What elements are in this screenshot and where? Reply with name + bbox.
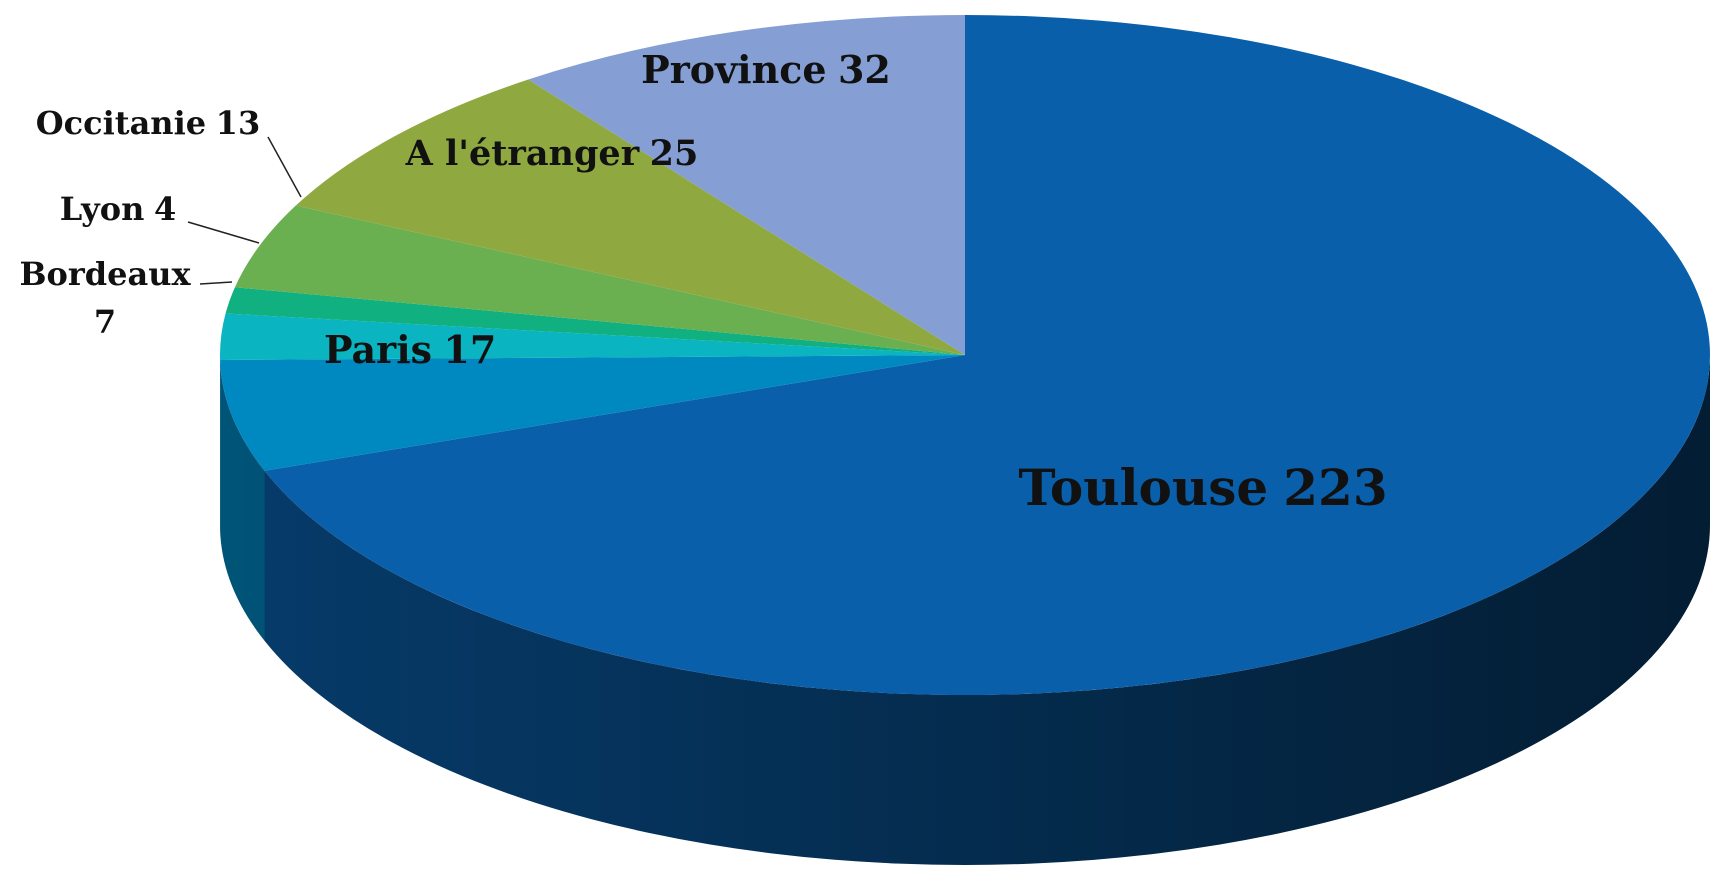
label-category: Toulouse xyxy=(1018,458,1268,517)
label-value: 223 xyxy=(1283,458,1387,517)
data-label: Province 32 xyxy=(641,47,891,92)
pie-slice xyxy=(234,205,966,355)
label-category: Lyon xyxy=(60,190,145,228)
data-label: Bordeaux 7 xyxy=(19,255,191,341)
label-category: Occitanie xyxy=(36,104,206,142)
label-category: Province xyxy=(641,47,826,92)
data-label: A l'étranger 25 xyxy=(405,133,699,174)
pie-slice-side xyxy=(264,355,1711,866)
label-value: 13 xyxy=(216,104,261,142)
label-value: 25 xyxy=(650,133,699,174)
label-value: 7 xyxy=(94,303,116,341)
label-category: A l'étranger xyxy=(405,133,640,174)
data-label: Lyon 4 xyxy=(60,190,176,228)
pie-slice xyxy=(264,15,1711,695)
label-value: 4 xyxy=(154,190,176,228)
pie-slice xyxy=(220,355,966,471)
leader-line xyxy=(187,221,260,244)
data-label: Paris 17 xyxy=(324,327,496,372)
label-value: 17 xyxy=(443,327,496,372)
leader-line xyxy=(267,136,302,198)
pie-slice xyxy=(225,287,965,355)
pie-slice xyxy=(219,313,965,360)
pie-slice-side xyxy=(220,359,265,641)
leader-line xyxy=(199,281,233,285)
pie-slice xyxy=(295,79,965,355)
data-label: Occitanie 13 xyxy=(36,104,260,142)
label-value: 32 xyxy=(838,47,891,92)
label-category: Bordeaux xyxy=(19,255,191,293)
label-category: Paris xyxy=(324,327,432,372)
pie-slice xyxy=(528,15,965,355)
data-label: Toulouse 223 xyxy=(1018,458,1387,517)
